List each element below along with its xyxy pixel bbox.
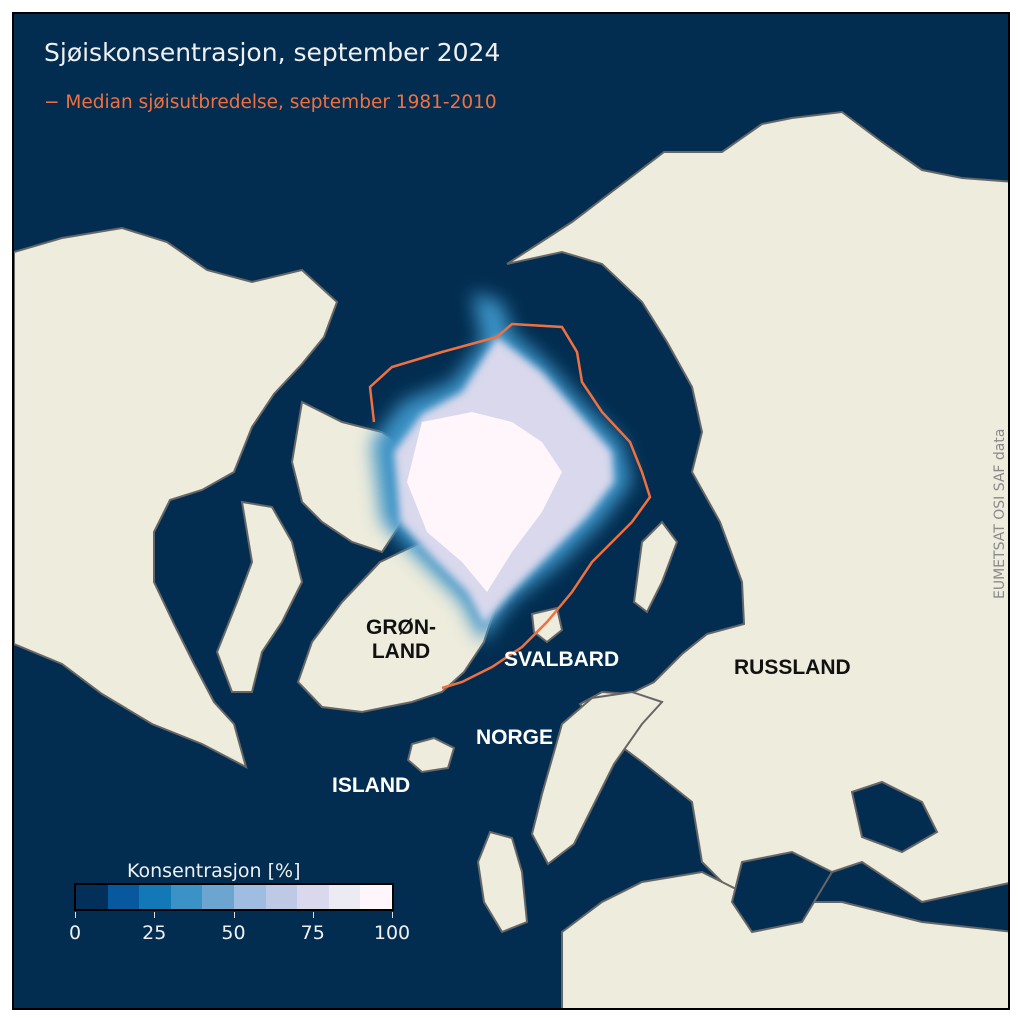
- black-sea: [730, 850, 834, 934]
- map-title: Sjøiskonsentrasjon, september 2024: [44, 38, 501, 67]
- scandinavia-land: [530, 690, 664, 866]
- colorbar-swatch: [76, 885, 108, 909]
- colorbar-swatch: [139, 885, 171, 909]
- median-ice-edge-line: [368, 322, 652, 690]
- colorbar-swatch: [328, 885, 361, 909]
- label-iceland: ISLAND: [332, 774, 411, 797]
- colorbar-tick-label: 75: [300, 922, 325, 944]
- iceland-land: [406, 736, 456, 774]
- colorbar-tick: [392, 912, 393, 918]
- colorbar-tick-label: 100: [373, 922, 411, 944]
- label-greenland: GRØN- LAND: [366, 616, 436, 663]
- colorbar-swatch: [297, 885, 329, 909]
- colorbar-swatch: [233, 885, 266, 909]
- sea-ice: [372, 292, 632, 642]
- colorbar-tick-label: 50: [221, 922, 246, 944]
- north-america-land: [14, 226, 339, 769]
- colorbar-swatch: [107, 885, 140, 909]
- colorbar-title: Konsentrasjon [%]: [127, 860, 301, 882]
- arctic-map: [14, 110, 1008, 1008]
- colorbar-swatch: [360, 885, 392, 909]
- colorbar-tick: [75, 912, 76, 918]
- label-norway: NORGE: [476, 726, 554, 749]
- colorbar-tick: [312, 912, 314, 918]
- median-line-legend: − Median sjøisutbredelse, september 1981…: [44, 92, 497, 113]
- colorbar-swatch: [202, 885, 234, 909]
- label-russia: RUSSLAND: [734, 656, 851, 679]
- colorbar-tick-label: 25: [142, 922, 167, 944]
- britain-land: [476, 830, 529, 934]
- novaya-zemlya-land: [632, 520, 679, 614]
- colorbar-swatch: [170, 885, 203, 909]
- svalbard-land: [530, 606, 564, 644]
- colorbar-tick-label: 0: [68, 922, 82, 944]
- label-svalbard: SVALBARD: [504, 648, 620, 671]
- data-credit: EUMETSAT OSI SAF data: [992, 428, 1008, 599]
- caspian-sea: [850, 780, 939, 854]
- hudson-bay-area-land: [215, 500, 304, 693]
- colorbar-tick: [154, 912, 156, 918]
- map-frame: Sjøiskonsentrasjon, september 2024 − Med…: [12, 12, 1010, 1010]
- colorbar-tick: [233, 912, 235, 918]
- colorbar-swatch: [265, 885, 298, 909]
- colorbar: [74, 883, 394, 911]
